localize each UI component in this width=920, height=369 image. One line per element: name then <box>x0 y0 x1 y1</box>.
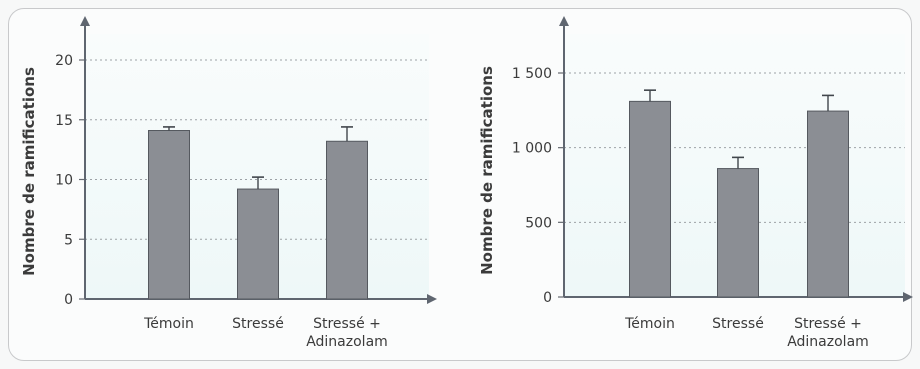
chart-left-y-tick-label: 20 <box>55 53 73 69</box>
chart-left-bar <box>326 140 368 300</box>
chart-right-y-axis-title: Nombre de ramifications <box>478 66 496 275</box>
chart-left-y-axis-arrow <box>80 16 90 26</box>
chart-left-x-axis-arrow <box>427 294 437 304</box>
chart-left-category-label: Stressé <box>232 316 284 332</box>
chart-left-y-tick-label: 10 <box>55 173 73 189</box>
chart-right-bar <box>629 100 671 298</box>
chart-right-category-label: Stressé + <box>794 316 862 332</box>
chart-left-category-label: Stressé + <box>313 316 381 332</box>
chart-right-y-tick-label: 0 <box>543 290 552 306</box>
chart-right-category-label: Adinazolam <box>787 334 869 350</box>
chart-right-y-tick-label: 1 500 <box>512 66 552 82</box>
chart-left-category-label: Adinazolam <box>306 334 388 350</box>
chart-right-y-tick-label: 500 <box>525 215 552 231</box>
chart-left-y-tick-label: 0 <box>64 292 73 308</box>
chart-right-bar <box>807 110 849 298</box>
chart-right-category-label: Témoin <box>624 316 675 332</box>
chart-right-y-axis-arrow <box>559 16 569 26</box>
chart-left-y-tick-label: 15 <box>55 113 73 129</box>
chart-right-category-label: Stressé <box>712 316 764 332</box>
chart-left-category-label: Témoin <box>143 316 194 332</box>
chart-left-bar <box>237 188 279 300</box>
chart-right-x-axis-arrow <box>903 292 913 302</box>
chart-left-bar <box>148 130 190 300</box>
chart-right-y-tick-label: 1 000 <box>512 141 552 157</box>
chart-right-bar <box>717 168 759 298</box>
chart-left-y-tick-label: 5 <box>64 232 73 248</box>
chart-left-y-axis-title: Nombre de ramifications <box>20 67 38 276</box>
